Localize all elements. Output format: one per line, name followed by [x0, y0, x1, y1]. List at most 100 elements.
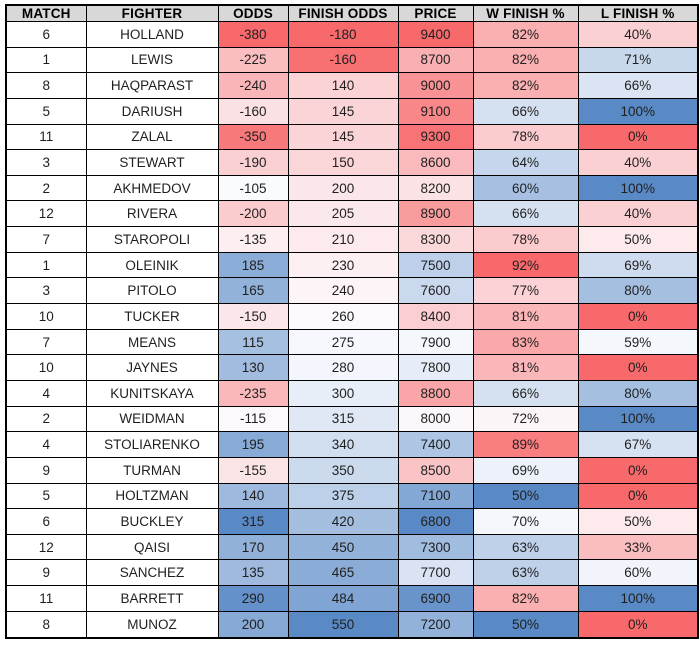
cell-odds[interactable]: -200: [217, 200, 289, 228]
cell-price[interactable]: 7300: [397, 533, 474, 561]
cell-l-finish[interactable]: 0%: [577, 456, 699, 484]
cell-fighter[interactable]: MUNOZ: [85, 610, 219, 639]
cell-w-finish[interactable]: 66%: [472, 97, 579, 125]
cell-w-finish[interactable]: 81%: [472, 303, 579, 330]
cell-match[interactable]: 8: [5, 610, 87, 639]
cell-odds[interactable]: -160: [217, 97, 289, 125]
cell-l-finish[interactable]: 100%: [577, 174, 699, 202]
cell-w-finish[interactable]: 72%: [472, 405, 579, 433]
cell-fighter[interactable]: SANCHEZ: [85, 559, 219, 587]
cell-match[interactable]: 2: [5, 174, 87, 202]
cell-price[interactable]: 7800: [397, 354, 474, 381]
cell-finish-odds[interactable]: 145: [287, 123, 399, 151]
cell-fighter[interactable]: STEWART: [85, 149, 219, 176]
cell-w-finish[interactable]: 78%: [472, 123, 579, 151]
cell-price[interactable]: 9400: [397, 21, 474, 48]
cell-w-finish[interactable]: 60%: [472, 174, 579, 202]
cell-l-finish[interactable]: 0%: [577, 354, 699, 381]
cell-finish-odds[interactable]: 550: [287, 610, 399, 639]
cell-odds[interactable]: -380: [217, 21, 289, 48]
cell-fighter[interactable]: HOLLAND: [85, 21, 219, 48]
cell-odds[interactable]: -135: [217, 226, 289, 253]
cell-fighter[interactable]: QAISI: [85, 533, 219, 561]
cell-w-finish[interactable]: 66%: [472, 379, 579, 407]
cell-match[interactable]: 10: [5, 303, 87, 330]
cell-fighter[interactable]: WEIDMAN: [85, 405, 219, 433]
cell-finish-odds[interactable]: 240: [287, 277, 399, 305]
cell-match[interactable]: 5: [5, 97, 87, 125]
cell-price[interactable]: 7900: [397, 328, 474, 356]
cell-fighter[interactable]: TUCKER: [85, 303, 219, 330]
cell-odds[interactable]: 115: [217, 328, 289, 356]
cell-odds[interactable]: 200: [217, 610, 289, 639]
cell-price[interactable]: 7200: [397, 610, 474, 639]
cell-odds[interactable]: -105: [217, 174, 289, 202]
cell-l-finish[interactable]: 100%: [577, 585, 699, 612]
cell-w-finish[interactable]: 83%: [472, 328, 579, 356]
cell-price[interactable]: 7400: [397, 431, 474, 458]
cell-match[interactable]: 5: [5, 482, 87, 510]
cell-odds[interactable]: 195: [217, 431, 289, 458]
cell-match[interactable]: 9: [5, 559, 87, 587]
col-header-match[interactable]: MATCH: [5, 4, 87, 22]
cell-w-finish[interactable]: 50%: [472, 482, 579, 510]
cell-w-finish[interactable]: 70%: [472, 508, 579, 535]
cell-l-finish[interactable]: 0%: [577, 610, 699, 639]
cell-l-finish[interactable]: 40%: [577, 200, 699, 228]
cell-fighter[interactable]: DARIUSH: [85, 97, 219, 125]
cell-finish-odds[interactable]: 465: [287, 559, 399, 587]
cell-finish-odds[interactable]: 484: [287, 585, 399, 612]
cell-odds[interactable]: 135: [217, 559, 289, 587]
cell-l-finish[interactable]: 69%: [577, 251, 699, 279]
col-header-fighter[interactable]: FIGHTER: [85, 4, 219, 22]
cell-odds[interactable]: 315: [217, 508, 289, 535]
cell-finish-odds[interactable]: -160: [287, 46, 399, 74]
cell-match[interactable]: 7: [5, 328, 87, 356]
cell-l-finish[interactable]: 40%: [577, 21, 699, 48]
cell-match[interactable]: 1: [5, 46, 87, 74]
cell-w-finish[interactable]: 63%: [472, 533, 579, 561]
cell-price[interactable]: 8600: [397, 149, 474, 176]
cell-l-finish[interactable]: 0%: [577, 123, 699, 151]
cell-l-finish[interactable]: 50%: [577, 508, 699, 535]
cell-finish-odds[interactable]: -180: [287, 21, 399, 48]
cell-match[interactable]: 11: [5, 585, 87, 612]
cell-price[interactable]: 7700: [397, 559, 474, 587]
cell-w-finish[interactable]: 92%: [472, 251, 579, 279]
col-header-price[interactable]: PRICE: [397, 4, 474, 22]
cell-fighter[interactable]: KUNITSKAYA: [85, 379, 219, 407]
cell-odds[interactable]: -155: [217, 456, 289, 484]
cell-odds[interactable]: 140: [217, 482, 289, 510]
cell-odds[interactable]: 170: [217, 533, 289, 561]
cell-odds[interactable]: -235: [217, 379, 289, 407]
cell-fighter[interactable]: LEWIS: [85, 46, 219, 74]
cell-finish-odds[interactable]: 150: [287, 149, 399, 176]
cell-fighter[interactable]: TURMAN: [85, 456, 219, 484]
cell-price[interactable]: 6900: [397, 585, 474, 612]
cell-match[interactable]: 8: [5, 72, 87, 99]
cell-finish-odds[interactable]: 210: [287, 226, 399, 253]
cell-w-finish[interactable]: 82%: [472, 46, 579, 74]
cell-fighter[interactable]: MEANS: [85, 328, 219, 356]
cell-l-finish[interactable]: 0%: [577, 303, 699, 330]
cell-match[interactable]: 2: [5, 405, 87, 433]
cell-match[interactable]: 1: [5, 251, 87, 279]
cell-price[interactable]: 8300: [397, 226, 474, 253]
cell-match[interactable]: 9: [5, 456, 87, 484]
cell-w-finish[interactable]: 81%: [472, 354, 579, 381]
cell-finish-odds[interactable]: 275: [287, 328, 399, 356]
cell-w-finish[interactable]: 69%: [472, 456, 579, 484]
cell-price[interactable]: 9100: [397, 97, 474, 125]
cell-finish-odds[interactable]: 315: [287, 405, 399, 433]
cell-l-finish[interactable]: 60%: [577, 559, 699, 587]
col-header-w-finish[interactable]: W FINISH %: [472, 4, 579, 22]
cell-match[interactable]: 12: [5, 533, 87, 561]
cell-fighter[interactable]: RIVERA: [85, 200, 219, 228]
cell-price[interactable]: 9000: [397, 72, 474, 99]
cell-fighter[interactable]: BARRETT: [85, 585, 219, 612]
cell-price[interactable]: 7100: [397, 482, 474, 510]
cell-match[interactable]: 3: [5, 277, 87, 305]
cell-l-finish[interactable]: 66%: [577, 72, 699, 99]
cell-fighter[interactable]: BUCKLEY: [85, 508, 219, 535]
cell-odds[interactable]: -240: [217, 72, 289, 99]
